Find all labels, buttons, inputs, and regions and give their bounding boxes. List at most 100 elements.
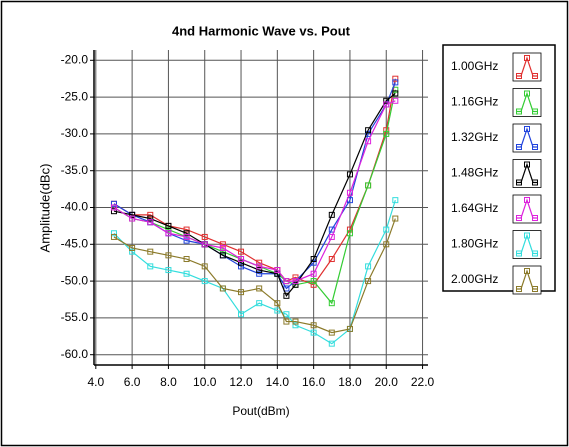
data-point [292, 281, 299, 288]
data-point [110, 230, 117, 237]
legend-marker [524, 55, 530, 61]
data-point [165, 252, 172, 259]
legend-marker [524, 197, 530, 203]
y-tick-label: -30.0 [61, 126, 89, 140]
data-point [147, 211, 154, 218]
x-tick-label: 10.0 [193, 375, 217, 389]
x-axis-label: Pout(dBm) [232, 404, 289, 418]
data-point [383, 101, 390, 108]
y-tick-label: -55.0 [61, 310, 89, 324]
legend-swatch [516, 198, 538, 219]
data-point [165, 226, 172, 233]
y-tick-label: -40.0 [61, 200, 89, 214]
y-tick-label: -35.0 [61, 163, 89, 177]
legend-label: 1.00GHz [451, 59, 498, 73]
legend-label: 1.32GHz [451, 130, 498, 144]
x-tick-label: 20.0 [375, 375, 399, 389]
data-point [328, 256, 335, 263]
legend-label: 1.16GHz [451, 95, 498, 109]
data-point [365, 278, 372, 285]
x-tick-label: 22.0 [411, 375, 435, 389]
legend-marker [524, 90, 530, 97]
data-point [110, 204, 117, 211]
data-point [201, 241, 208, 248]
legend-marker [532, 250, 538, 257]
data-point [283, 311, 290, 318]
legend-marker [532, 286, 538, 292]
legend-marker [516, 215, 522, 221]
data-point [219, 248, 226, 255]
data-point [219, 241, 226, 248]
y-tick-label: -50.0 [61, 273, 89, 287]
data-point [392, 97, 399, 104]
data-point [110, 200, 117, 207]
data-point [147, 248, 154, 255]
data-point [383, 241, 390, 248]
series-line [113, 100, 396, 282]
data-point [274, 267, 281, 274]
data-point [110, 208, 117, 215]
data-point [219, 252, 226, 259]
data-point [274, 307, 281, 314]
data-point [183, 237, 190, 244]
legend-swatch [516, 233, 538, 255]
data-point [310, 322, 317, 329]
data-point [292, 322, 299, 329]
data-point [129, 248, 136, 255]
data-point [365, 263, 372, 270]
data-point [346, 171, 353, 178]
data-point [292, 278, 299, 285]
x-tick-label: 16.0 [302, 375, 326, 389]
legend-marker [532, 108, 538, 115]
legend-marker [524, 161, 530, 168]
data-point [328, 329, 335, 336]
data-point [256, 267, 263, 274]
x-tick-label: 12.0 [229, 375, 253, 389]
chart-title: 4nd Harmonic Wave vs. Pout [172, 23, 351, 38]
data-point [165, 230, 172, 237]
legend-marker [524, 126, 530, 132]
data-point [310, 278, 317, 285]
data-point [183, 226, 190, 233]
data-point [201, 233, 208, 240]
legend-marker [524, 268, 530, 274]
data-point [346, 325, 353, 332]
data-point [183, 233, 190, 240]
legend-swatch [516, 56, 538, 77]
data-point [283, 318, 290, 325]
data-point [310, 256, 317, 263]
data-point [392, 75, 399, 82]
data-point [183, 256, 190, 263]
data-point [310, 270, 317, 277]
data-point [238, 311, 245, 318]
legend-swatch [516, 91, 538, 113]
series-line [113, 218, 396, 334]
y-tick-label: -60.0 [61, 347, 89, 361]
data-point [110, 233, 117, 240]
data-point [383, 97, 390, 104]
data-point [147, 219, 154, 226]
data-point [201, 278, 208, 285]
legend-swatch [516, 127, 538, 148]
data-point [129, 211, 136, 218]
data-point [165, 267, 172, 274]
data-point [365, 182, 372, 189]
data-point [129, 244, 136, 251]
legend-swatch [516, 162, 538, 184]
data-point [219, 244, 226, 251]
data-point [292, 318, 299, 325]
legend-marker [516, 179, 522, 186]
data-point [392, 215, 399, 222]
series-line [113, 199, 396, 345]
data-point [201, 263, 208, 270]
legend-marker [516, 144, 522, 150]
y-axis-label: Amplitude(dBc) [37, 164, 52, 253]
data-point [365, 127, 372, 134]
legend-label: 1.64GHz [451, 201, 498, 215]
x-tick-label: 4.0 [87, 375, 104, 389]
data-point [310, 329, 317, 336]
data-point [219, 285, 226, 292]
x-tick-label: 8.0 [160, 375, 177, 389]
legend-label: 1.48GHz [451, 166, 498, 180]
